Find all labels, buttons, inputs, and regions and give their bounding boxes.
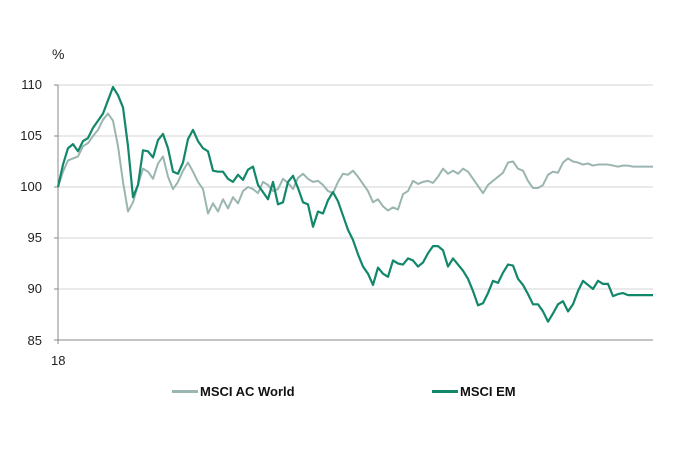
legend-swatch-em [432,389,458,393]
y-axis-unit: % [52,46,65,62]
legend-item-msci-em: MSCI EM [432,383,516,399]
y-tick-105: 105 [20,128,42,143]
legend-swatch-ac-world [172,389,198,393]
y-tick-110: 110 [21,77,42,92]
y-tick-85: 85 [27,333,42,348]
data-lines [56,85,653,323]
legend-item-msci-ac-world: MSCI AC World [172,383,295,399]
y-tick-95: 95 [27,230,42,245]
legend-label-em: MSCI EM [460,383,516,399]
x-tick-first: 18 [51,353,66,368]
y-tick-100: 100 [20,179,42,194]
series-line-msci-em [56,85,653,323]
axes [54,84,653,344]
y-tick-90: 90 [27,281,42,296]
series-line-msci-ac-world [57,112,653,215]
legend-label-ac-world: MSCI AC World [200,383,295,399]
gridlines [58,84,653,290]
